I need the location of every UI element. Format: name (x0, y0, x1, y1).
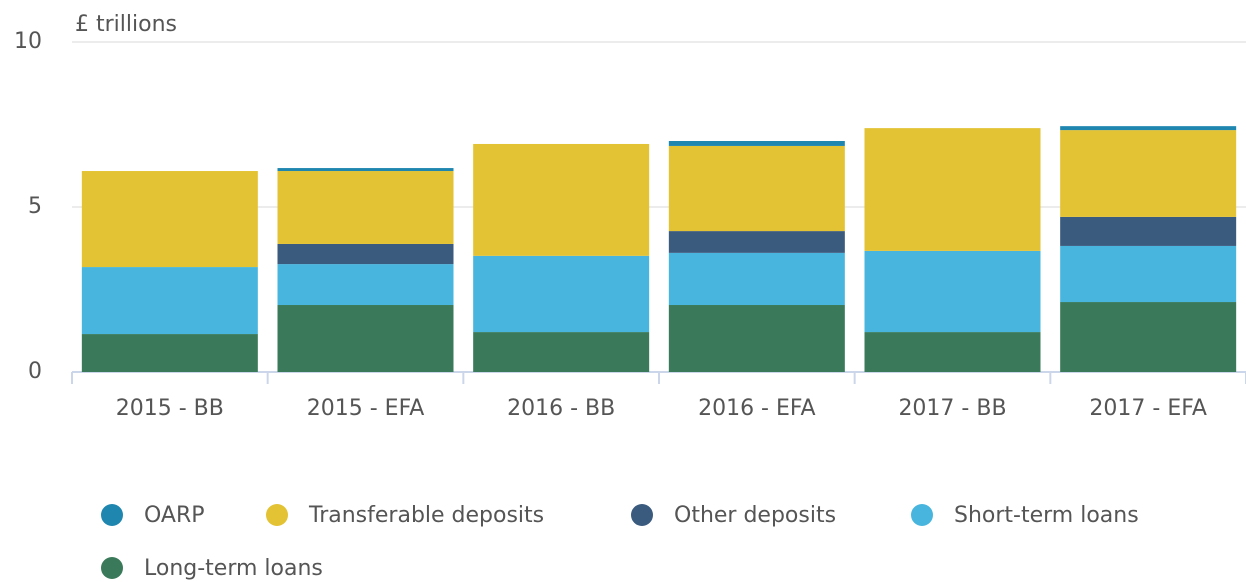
bar-segment (81, 267, 258, 335)
legend-label: Short-term loans (954, 503, 1139, 528)
bar-segment (668, 145, 845, 232)
x-tick-label: 2016 - EFA (698, 396, 816, 421)
bar-segment (473, 332, 650, 372)
legend-label: Transferable deposits (308, 503, 544, 528)
legend-label: Other deposits (674, 503, 836, 528)
bar-segment (81, 171, 258, 268)
y-tick-label: 5 (28, 194, 42, 219)
bar-segment (1060, 302, 1237, 372)
bar-segment (277, 264, 454, 306)
bar-segment (277, 243, 454, 265)
bar-segment (668, 141, 845, 146)
bar-segment (1060, 216, 1237, 246)
legend-marker (631, 504, 653, 526)
bar-segment (668, 231, 845, 253)
legend-label: Long-term loans (144, 556, 323, 581)
x-tick-label: 2017 - BB (898, 396, 1006, 421)
bar-segment (1060, 126, 1237, 131)
bar-segment (473, 255, 650, 333)
legend-marker (911, 504, 933, 526)
bar-segment (668, 252, 845, 306)
x-tick-label: 2015 - BB (116, 396, 224, 421)
bar-segment (668, 305, 845, 372)
y-tick-label: 10 (14, 29, 42, 54)
bar-segment (1060, 130, 1237, 217)
legend-marker (101, 557, 123, 579)
bar-segment (864, 250, 1041, 333)
bar-segment (81, 334, 258, 372)
y-tick-label: 0 (28, 359, 42, 384)
bar-segment (1060, 245, 1237, 303)
bar-segment (277, 171, 454, 244)
legend-marker (101, 504, 123, 526)
x-tick-label: 2017 - EFA (1089, 396, 1207, 421)
x-tick-label: 2016 - BB (507, 396, 615, 421)
bar-segment (473, 143, 650, 256)
bar-segment (277, 168, 454, 172)
bar-segment (277, 305, 454, 372)
x-tick-label: 2015 - EFA (307, 396, 425, 421)
y-axis-label: £ trillions (75, 12, 177, 37)
bar-segment (864, 128, 1041, 251)
legend-label: OARP (144, 503, 205, 528)
bar-segment (864, 332, 1041, 372)
legend-marker (266, 504, 288, 526)
